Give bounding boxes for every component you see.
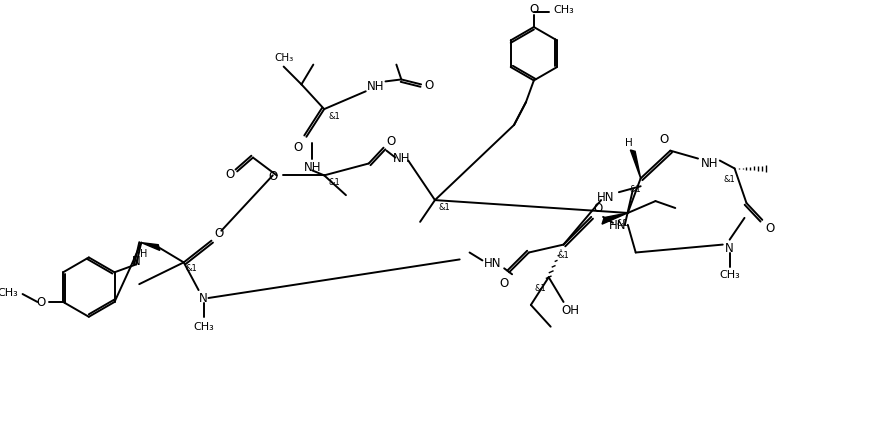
Text: &1: &1 <box>629 184 641 193</box>
Text: &1: &1 <box>186 263 197 272</box>
Text: O: O <box>499 276 509 289</box>
Text: O: O <box>659 133 668 146</box>
Text: O: O <box>267 170 277 182</box>
Text: N: N <box>724 242 733 254</box>
Text: HN: HN <box>609 219 626 232</box>
Text: NH: NH <box>701 157 717 170</box>
Polygon shape <box>141 243 160 251</box>
Text: CH₃: CH₃ <box>0 288 18 297</box>
Text: O: O <box>215 227 224 240</box>
Text: &1: &1 <box>328 111 339 120</box>
Text: O: O <box>424 79 433 92</box>
Polygon shape <box>630 151 640 179</box>
Text: O: O <box>225 167 235 181</box>
Polygon shape <box>602 213 627 225</box>
Text: CH₃: CH₃ <box>553 5 574 15</box>
Text: &1: &1 <box>557 250 569 259</box>
Text: NH: NH <box>303 161 321 173</box>
Text: N: N <box>132 254 140 267</box>
Text: OH: OH <box>560 304 579 317</box>
Text: HN: HN <box>596 190 614 203</box>
Text: O: O <box>37 296 46 309</box>
Text: O: O <box>387 135 396 148</box>
Text: O: O <box>765 222 774 235</box>
Text: CH₃: CH₃ <box>193 321 214 331</box>
Text: NH: NH <box>392 152 410 165</box>
Text: H: H <box>624 138 632 147</box>
Text: HN: HN <box>483 256 501 269</box>
Text: H: H <box>139 248 147 258</box>
Text: &1: &1 <box>438 202 450 211</box>
Text: &1: &1 <box>723 174 735 184</box>
Text: &1: &1 <box>534 283 546 292</box>
Text: CH₃: CH₃ <box>718 270 739 279</box>
Text: O: O <box>529 3 538 16</box>
Text: NH: NH <box>367 80 384 92</box>
Text: &1: &1 <box>617 219 628 228</box>
Text: O: O <box>593 201 602 214</box>
Text: O: O <box>294 141 303 154</box>
Text: &1: &1 <box>328 177 339 186</box>
Text: N: N <box>199 292 208 305</box>
Text: CH₃: CH₃ <box>274 52 293 63</box>
